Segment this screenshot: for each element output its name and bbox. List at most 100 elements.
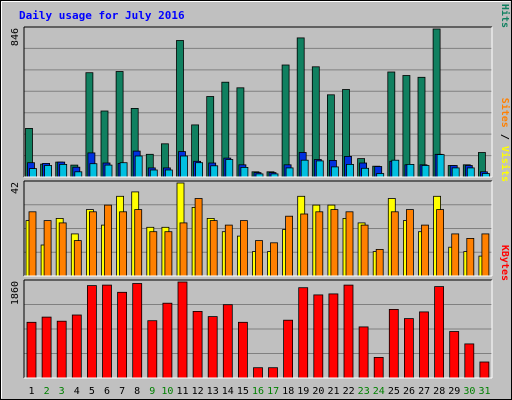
bar-kbytes-day-11 — [177, 281, 188, 379]
bar-pages-day-11 — [180, 155, 188, 178]
x-tick-label-day-25: 25 — [388, 386, 400, 397]
series-axis-label: Pages / Files / Hits — [499, 0, 511, 28]
bar-kbytes-day-7 — [117, 291, 127, 379]
x-tick-label-day-11: 11 — [176, 386, 188, 397]
chart-panels: 846 Pages / Files / Hits 42 Sites / Visits 1… — [10, 0, 511, 379]
x-tick-label-day-1: 1 — [28, 386, 34, 397]
bar-pages-day-14 — [225, 159, 234, 178]
bar-sites-day-8 — [134, 209, 143, 277]
bar-kbytes-day-31 — [479, 361, 490, 379]
x-tick-label-day-29: 29 — [448, 386, 460, 397]
x-tick-label-day-19: 19 — [297, 386, 309, 397]
panel-visits-sites: 42 Sites / Visits — [10, 98, 511, 277]
bar-kbytes-day-25 — [388, 308, 399, 379]
bar-pages-day-20 — [315, 160, 324, 178]
bar-sites-day-21 — [330, 209, 339, 277]
bar-kbytes-day-5 — [87, 285, 97, 379]
bar-sites-day-3 — [58, 222, 67, 277]
bar-pages-day-24 — [376, 173, 385, 178]
x-tick-label-day-28: 28 — [433, 386, 445, 397]
x-tick-label-day-4: 4 — [74, 386, 80, 397]
bar-sites-day-1 — [28, 211, 37, 277]
bar-kbytes-day-30 — [464, 343, 475, 379]
bar-pages-day-27 — [421, 165, 430, 178]
bar-pages-day-7 — [119, 162, 128, 178]
x-tick-label-day-18: 18 — [282, 386, 294, 397]
bar-kbytes-day-13 — [207, 316, 218, 379]
panel-hits-files-pages: 846 Pages / Files / Hits — [10, 0, 511, 178]
x-tick-label-day-17: 17 — [267, 386, 279, 397]
bar-sites-day-2 — [43, 220, 52, 277]
series-axis-label: Sites / Visits — [499, 98, 511, 182]
bar-sites-day-12 — [194, 198, 203, 277]
bar-sites-day-23 — [360, 224, 369, 277]
bar-kbytes-day-23 — [358, 326, 369, 379]
chart-title: Daily usage for July 2016 — [19, 9, 185, 22]
bar-pages-day-4 — [74, 171, 83, 178]
bar-kbytes-day-14 — [222, 304, 233, 379]
bar-pages-day-23 — [361, 167, 370, 178]
y-max-label: 846 — [10, 28, 21, 46]
bar-pages-day-25 — [391, 159, 400, 178]
bar-sites-day-5 — [89, 211, 97, 277]
bar-sites-day-19 — [300, 213, 309, 277]
bar-sites-day-10 — [164, 231, 173, 277]
bar-kbytes-day-24 — [373, 356, 384, 379]
bar-sites-day-26 — [405, 209, 414, 277]
bar-pages-day-31 — [481, 173, 490, 178]
bar-pages-day-1 — [29, 168, 37, 178]
bar-kbytes-day-10 — [162, 302, 173, 379]
bar-kbytes-day-8 — [132, 283, 143, 379]
bar-kbytes-day-19 — [298, 287, 309, 379]
bar-pages-day-8 — [134, 155, 143, 178]
bar-sites-day-24 — [375, 248, 384, 277]
bar-kbytes-day-2 — [41, 316, 52, 379]
x-tick-label-day-7: 7 — [119, 386, 125, 397]
x-tick-label-day-6: 6 — [104, 386, 110, 397]
x-tick-label-day-27: 27 — [418, 386, 430, 397]
bar-pages-day-2 — [44, 165, 52, 178]
bar-sites-day-15 — [239, 220, 248, 277]
bar-hits-day-27 — [417, 76, 426, 178]
bar-sites-day-7 — [119, 211, 127, 277]
bar-kbytes-day-29 — [449, 331, 460, 379]
bar-sites-day-17 — [270, 242, 278, 277]
bar-kbytes-day-17 — [268, 367, 278, 379]
bar-pages-day-29 — [451, 167, 460, 178]
bar-kbytes-day-26 — [403, 318, 414, 379]
bar-sites-day-27 — [421, 224, 429, 277]
x-tick-label-day-20: 20 — [312, 386, 324, 397]
bar-sites-day-30 — [466, 237, 475, 277]
bar-sites-day-20 — [315, 211, 324, 277]
y-max-label: 42 — [10, 182, 21, 194]
x-tick-label-day-10: 10 — [161, 386, 173, 397]
bar-sites-day-31 — [481, 233, 490, 277]
bar-sites-day-29 — [451, 233, 460, 277]
bar-kbytes-day-16 — [253, 367, 263, 379]
series-axis-label: KBytes — [499, 245, 510, 281]
bar-pages-day-18 — [285, 167, 294, 178]
bar-kbytes-day-20 — [313, 294, 324, 379]
series-axis-label-part: / — [499, 128, 510, 146]
bar-pages-day-5 — [89, 163, 98, 178]
bar-pages-day-9 — [149, 169, 158, 178]
series-axis-label-part: Sites — [499, 98, 511, 128]
x-tick-label-day-5: 5 — [89, 386, 95, 397]
bar-pages-day-6 — [104, 164, 113, 178]
bar-pages-day-15 — [240, 166, 249, 178]
bar-pages-day-26 — [406, 163, 415, 178]
series-axis-label-part: Hits — [499, 4, 511, 28]
bar-hits-day-26 — [402, 75, 411, 178]
bar-kbytes-day-15 — [237, 321, 248, 379]
x-tick-label-day-15: 15 — [237, 386, 249, 397]
bar-pages-day-3 — [59, 163, 68, 178]
series-axis-label-part: Visits — [499, 146, 511, 182]
bar-kbytes-day-27 — [419, 311, 429, 379]
bar-pages-day-21 — [330, 166, 339, 178]
bar-hits-day-7 — [115, 71, 124, 178]
bar-hits-day-15 — [236, 87, 245, 178]
bar-sites-day-25 — [390, 211, 399, 277]
bar-pages-day-13 — [210, 165, 219, 178]
bar-kbytes-day-9 — [147, 320, 158, 379]
